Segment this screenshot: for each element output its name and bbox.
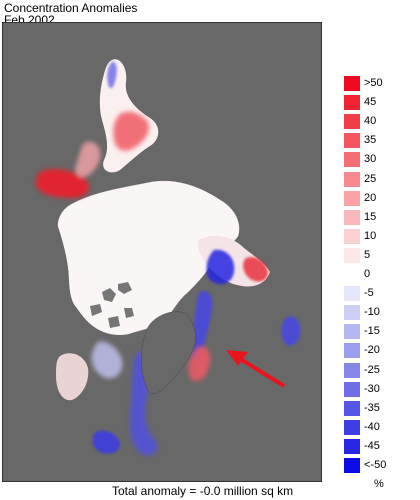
legend-label: -45: [364, 439, 380, 452]
legend-label: 30: [364, 153, 377, 166]
legend-swatch: [344, 95, 360, 111]
legend-swatch: [344, 324, 360, 340]
legend-row: -35: [340, 400, 420, 420]
legend-row: -40: [340, 419, 420, 439]
sea-ice-anomaly-map: [2, 22, 322, 482]
greenland-landmass: [141, 311, 196, 394]
legend-row: 35: [340, 133, 420, 152]
legend-label: 20: [364, 191, 377, 204]
greenland-sea-positive-anomaly: [188, 345, 211, 382]
legend-row: -45: [340, 438, 420, 458]
legend-swatch: [344, 343, 360, 359]
legend-row: 15: [340, 209, 420, 229]
legend-swatch: [344, 286, 360, 302]
legend-swatch: [344, 209, 360, 225]
legend-row: -5: [340, 286, 420, 305]
legend-label: 10: [364, 229, 377, 242]
anomaly-pointer-arrowhead: [226, 350, 248, 366]
legend-swatch: [344, 171, 360, 187]
barents-positive-anomaly: [243, 256, 268, 282]
legend-label: -30: [364, 382, 380, 395]
legend-row: 30: [340, 152, 420, 171]
legend-swatch: [344, 247, 360, 263]
bering-light-anomaly: [75, 141, 101, 178]
okhotsk-negative-anomaly: [107, 61, 117, 89]
legend-swatch: [344, 362, 360, 378]
legend-label: -20: [364, 344, 380, 357]
okhotsk-positive-anomaly: [113, 111, 150, 151]
map-title: Concentration Anomalies: [4, 1, 138, 15]
legend-label: -40: [364, 420, 380, 433]
legend-label: 0: [364, 268, 371, 280]
legend-label: 45: [364, 96, 377, 109]
hudson-light-anomaly: [56, 353, 89, 401]
legend-label: 40: [364, 115, 377, 128]
legend-row: -25: [340, 362, 420, 382]
baltic-negative-anomaly: [281, 316, 301, 346]
legend-swatch: [344, 190, 360, 206]
arctic-archipelago-islands: [90, 282, 134, 328]
legend-row: -15: [340, 324, 420, 343]
legend-label: -10: [364, 306, 380, 319]
anomaly-pointer-arrow: [240, 358, 286, 388]
legend-row: 25: [340, 171, 420, 191]
barents-negative-anomaly: [206, 249, 235, 285]
baffin-light-anomaly: [91, 341, 123, 379]
legend-label: -15: [364, 325, 380, 338]
legend-label: 25: [364, 172, 377, 185]
legend-swatch: [344, 438, 360, 454]
legend-swatch: [344, 400, 360, 416]
legend-label: 5: [364, 248, 371, 261]
legend-swatch: [344, 305, 360, 321]
legend-swatch: [344, 76, 360, 91]
legend-row: 40: [340, 114, 420, 133]
legend-label: >50: [364, 77, 383, 89]
legend-label: -5: [364, 287, 374, 300]
legend-swatch: [344, 114, 360, 130]
legend-row: 45: [340, 95, 420, 114]
labrador-negative-anomaly: [129, 351, 158, 456]
legend-swatch: [344, 419, 360, 435]
legend-row: 20: [340, 190, 420, 210]
legend-row: -10: [340, 305, 420, 324]
legend-row: 5: [340, 247, 420, 267]
gulf-st-lawrence-anomaly: [92, 430, 120, 454]
legend-row: <-50: [340, 458, 420, 477]
bering-positive-anomaly: [35, 168, 89, 198]
legend-swatch: [344, 458, 360, 473]
legend-unit: %: [374, 478, 384, 490]
legend-swatch: [344, 152, 360, 168]
legend-swatch: [344, 381, 360, 397]
legend-label: <-50: [364, 459, 387, 471]
legend-swatch: [344, 133, 360, 149]
legend-row: 10: [340, 228, 420, 248]
legend-swatch: [344, 267, 360, 282]
legend-swatch: [344, 228, 360, 244]
legend-row: >50: [340, 76, 420, 95]
legend-label: 35: [364, 134, 377, 147]
legend-row: -20: [340, 343, 420, 362]
legend-row: -30: [340, 381, 420, 401]
legend-label: 15: [364, 210, 377, 223]
legend-label: -35: [364, 401, 380, 414]
legend-label: -25: [364, 363, 380, 376]
total-anomaly-summary: Total anomaly = -0.0 million sq km: [112, 484, 294, 498]
greenland-sea-negative-anomaly: [192, 290, 213, 361]
legend-row: 0: [340, 267, 420, 286]
